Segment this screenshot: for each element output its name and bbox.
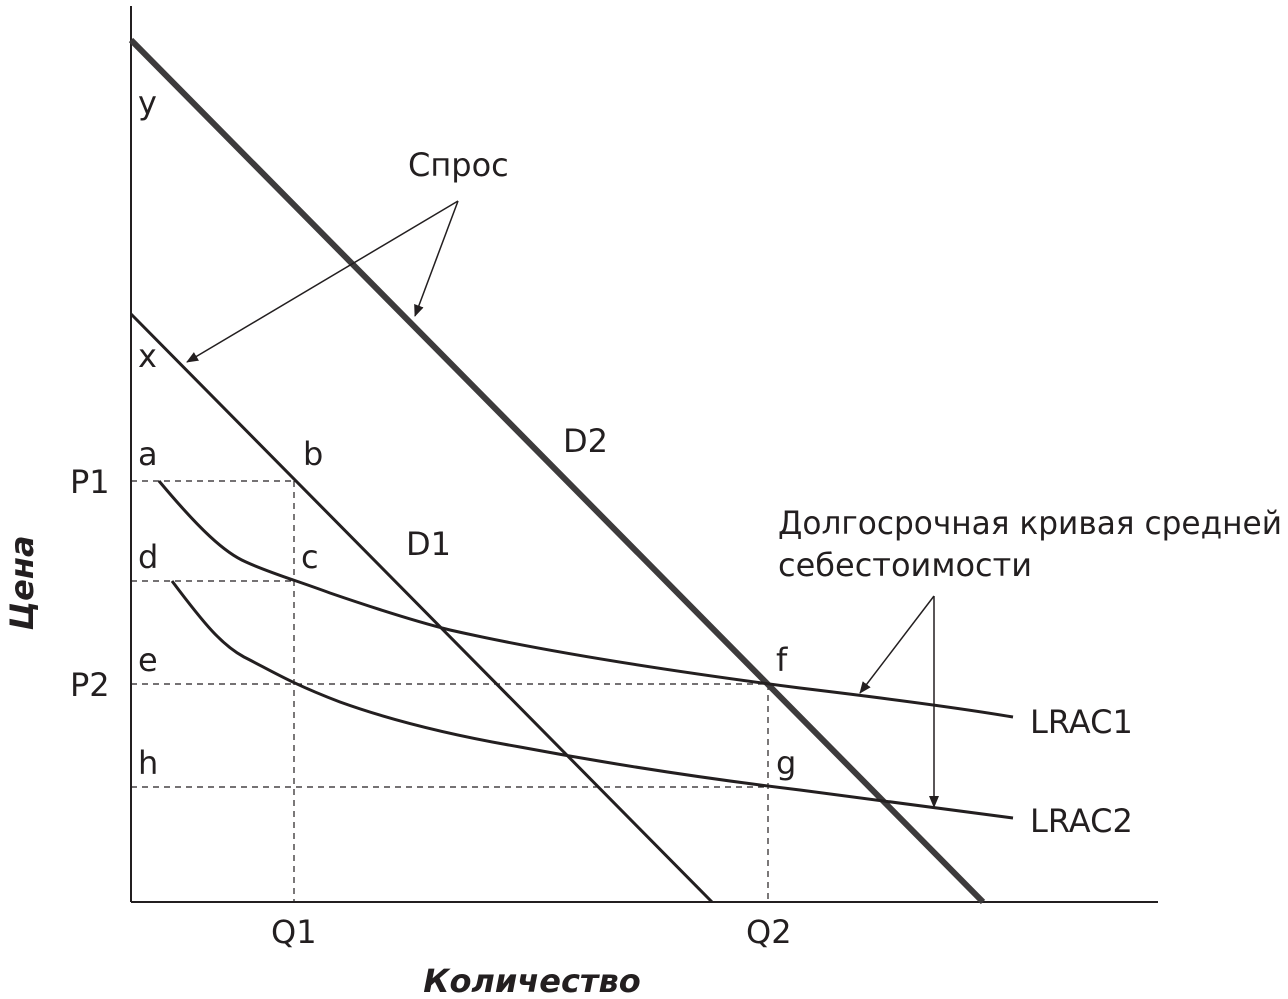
point-a: a bbox=[138, 435, 158, 473]
lrac1-curve bbox=[157, 480, 1014, 719]
point-h: h bbox=[138, 744, 158, 782]
point-b: b bbox=[303, 435, 323, 473]
point-f: f bbox=[776, 641, 788, 679]
tick-q1: Q1 bbox=[271, 913, 317, 951]
demand-arrow-to-d1 bbox=[186, 200, 459, 363]
annotation-lrac-line2: себестоимости bbox=[778, 546, 1032, 584]
point-g: g bbox=[776, 744, 796, 782]
tick-p2: P2 bbox=[70, 666, 110, 704]
annotation-lrac-line1: Долгосрочная кривая средней bbox=[778, 504, 1282, 542]
label-lrac1: LRAC1 bbox=[1030, 703, 1133, 741]
annotation-arrows bbox=[186, 200, 939, 808]
d2-curve bbox=[128, 37, 986, 905]
point-x: x bbox=[138, 337, 157, 375]
tick-p1: P1 bbox=[70, 463, 110, 501]
annotation-demand: Спрос bbox=[408, 146, 509, 184]
x-axis-title: Количество bbox=[423, 962, 640, 999]
lrac-arrow-to-lrac1 bbox=[859, 595, 935, 694]
lrac2-curve bbox=[170, 580, 1014, 820]
guide-lines bbox=[131, 480, 769, 902]
point-c: c bbox=[301, 538, 319, 576]
demand-arrow-to-d2 bbox=[414, 200, 459, 317]
point-y: y bbox=[138, 84, 157, 122]
tick-q2: Q2 bbox=[746, 913, 792, 951]
point-d: d bbox=[138, 538, 158, 576]
point-e: e bbox=[138, 641, 158, 679]
y-axis-title: Цена bbox=[3, 535, 41, 630]
label-lrac2: LRAC2 bbox=[1030, 802, 1133, 840]
label-d2: D2 bbox=[563, 422, 608, 460]
d1-curve bbox=[129, 312, 714, 904]
label-d1: D1 bbox=[406, 525, 451, 563]
